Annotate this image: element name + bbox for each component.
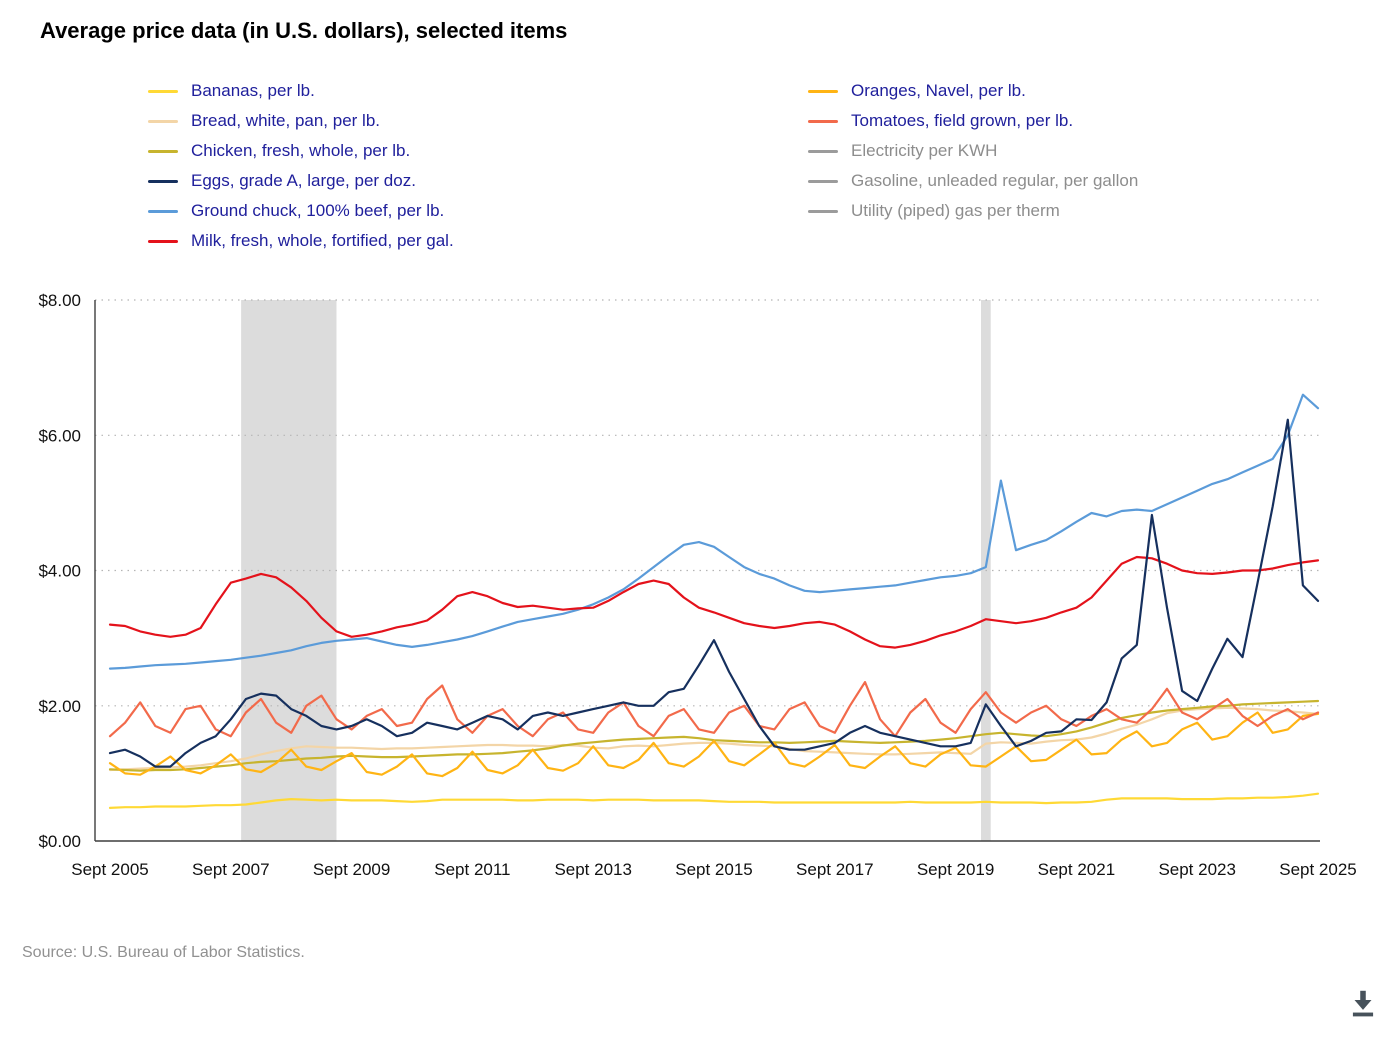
x-axis-label: Sept 2011	[434, 860, 510, 879]
y-axis-label: $6.00	[38, 426, 81, 445]
legend-label-eggs: Eggs, grade A, large, per doz.	[191, 171, 416, 190]
x-axis-label: Sept 2023	[1158, 860, 1236, 879]
legend-label-tomatoes: Tomatoes, field grown, per lb.	[851, 111, 1074, 130]
x-axis-label: Sept 2021	[1038, 860, 1116, 879]
legend-item-bread[interactable]: Bread, white, pan, per lb.	[148, 106, 454, 136]
legend-label-utility-gas: Utility (piped) gas per therm	[851, 201, 1060, 220]
download-icon	[1352, 990, 1374, 1016]
legend-swatch-chicken	[148, 149, 178, 153]
y-axis-label: $2.00	[38, 697, 81, 716]
download-button[interactable]	[1340, 982, 1386, 1026]
x-axis-label: Sept 2007	[192, 860, 270, 879]
legend-label-bread: Bread, white, pan, per lb.	[191, 111, 381, 130]
y-axis-label: $4.00	[38, 562, 81, 581]
legend-label-bananas: Bananas, per lb.	[191, 81, 315, 100]
legend-swatch-milk	[148, 239, 178, 243]
x-axis-label: Sept 2015	[675, 860, 753, 879]
series-line-milk	[108, 555, 1320, 649]
series-line-bread	[108, 706, 1320, 772]
x-axis-label: Sept 2009	[313, 860, 391, 879]
legend-right-column: Oranges, Navel, per lb. Tomatoes, field g…	[808, 76, 1138, 226]
legend-label-gasoline: Gasoline, unleaded regular, per gallon	[851, 171, 1139, 190]
series-line-bananas	[108, 792, 1320, 810]
legend-item-eggs[interactable]: Eggs, grade A, large, per doz.	[148, 166, 454, 196]
x-axis-label: Sept 2019	[917, 860, 995, 879]
legend-item-utility-gas[interactable]: Utility (piped) gas per therm	[808, 196, 1138, 226]
legend-swatch-bread	[148, 119, 178, 123]
legend-item-tomatoes[interactable]: Tomatoes, field grown, per lb.	[808, 106, 1138, 136]
legend-label-milk: Milk, fresh, whole, fortified, per gal.	[191, 231, 454, 250]
legend-swatch-gasoline	[808, 179, 838, 183]
x-axis-label: Sept 2025	[1279, 860, 1357, 879]
legend-item-milk[interactable]: Milk, fresh, whole, fortified, per gal.	[148, 226, 454, 256]
legend-label-electricity: Electricity per KWH	[851, 141, 998, 160]
legend-label-oranges: Oranges, Navel, per lb.	[851, 81, 1026, 100]
legend-item-oranges[interactable]: Oranges, Navel, per lb.	[808, 76, 1138, 106]
legend-item-bananas[interactable]: Bananas, per lb.	[148, 76, 454, 106]
legend-swatch-oranges	[808, 89, 838, 93]
series-line-oranges	[108, 711, 1320, 778]
legend-item-ground-chuck[interactable]: Ground chuck, 100% beef, per lb.	[148, 196, 454, 226]
x-axis-label: Sept 2013	[554, 860, 632, 879]
legend-swatch-ground-chuck	[148, 209, 178, 213]
source-note: Source: U.S. Bureau of Labor Statistics.	[22, 944, 305, 961]
legend-swatch-tomatoes	[808, 119, 838, 123]
series-line-tomatoes	[108, 680, 1320, 738]
legend-swatch-electricity	[808, 149, 838, 153]
legend-item-gasoline[interactable]: Gasoline, unleaded regular, per gallon	[808, 166, 1138, 196]
legend-label-chicken: Chicken, fresh, whole, per lb.	[191, 141, 411, 160]
legend-item-electricity[interactable]: Electricity per KWH	[808, 136, 1138, 166]
x-axis-label: Sept 2017	[796, 860, 874, 879]
series-line-eggs	[108, 418, 1320, 768]
x-axis-label: Sept 2005	[71, 860, 149, 879]
legend-swatch-bananas	[148, 89, 178, 93]
series-line-ground-chuck	[108, 393, 1320, 670]
legend-swatch-eggs	[148, 179, 178, 183]
legend-left-column: Bananas, per lb. Bread, white, pan, per l…	[148, 76, 454, 256]
legend-label-ground-chuck: Ground chuck, 100% beef, per lb.	[191, 201, 445, 220]
price-line-chart: $0.00 $2.00 $4.00 $6.00 $8.00 Sept 2005 Sept 2…	[38, 291, 1357, 879]
legend-item-chicken[interactable]: Chicken, fresh, whole, per lb.	[148, 136, 454, 166]
page-title: Average price data (in U.S. dollars), se…	[40, 18, 568, 43]
legend-swatch-utility-gas	[808, 209, 838, 213]
y-axis-label: $8.00	[38, 291, 81, 310]
y-axis-label: $0.00	[38, 832, 81, 851]
